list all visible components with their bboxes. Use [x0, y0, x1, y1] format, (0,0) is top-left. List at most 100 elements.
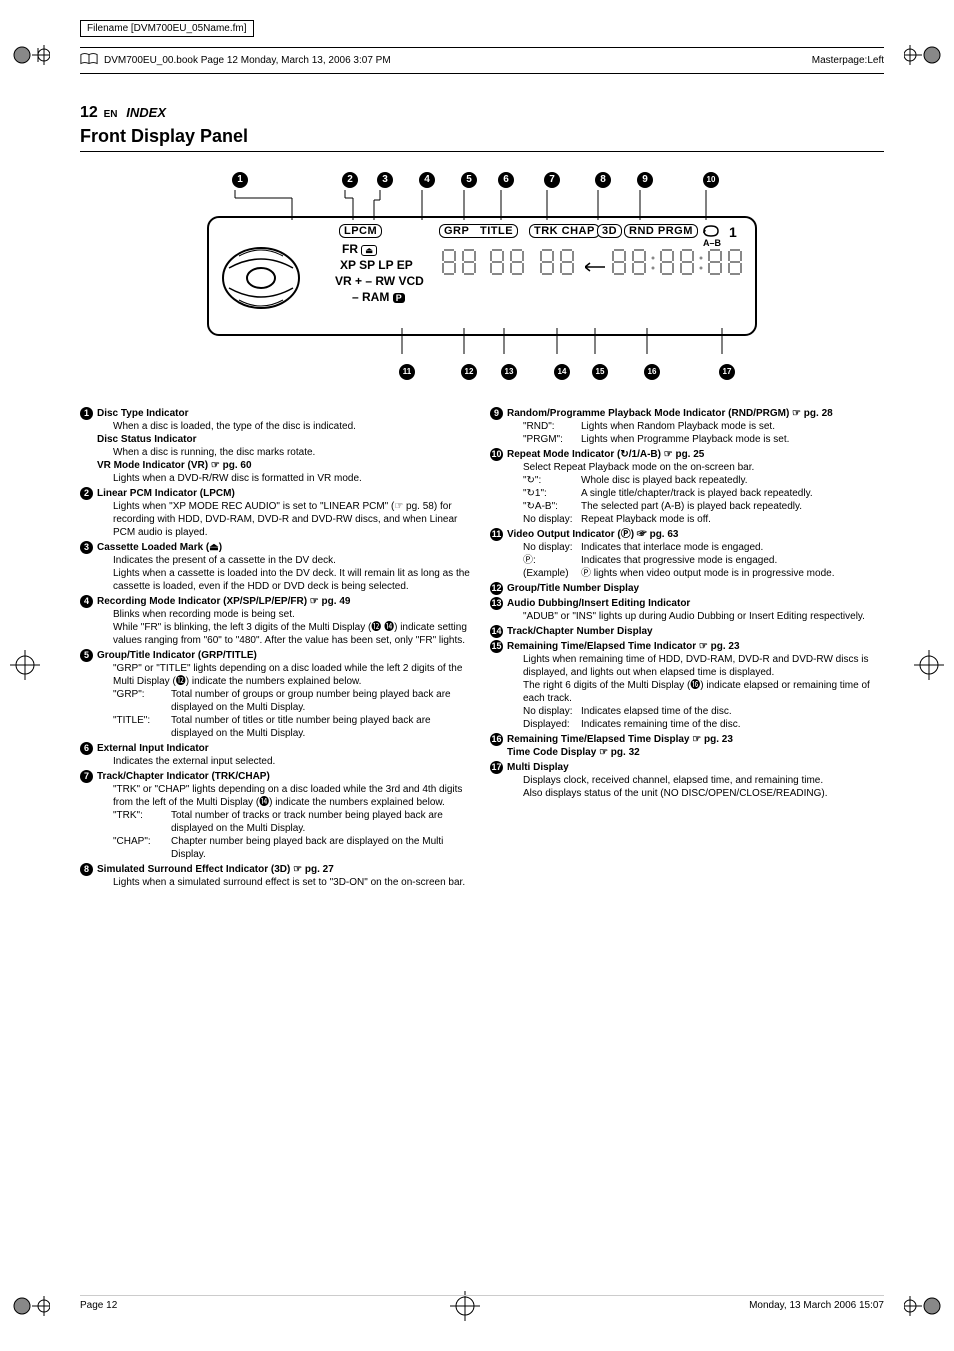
item-title: Group/Title Number Display	[507, 582, 884, 595]
indicator-item: 5Group/Title Indicator (GRP/TITLE)"GRP" …	[80, 649, 474, 740]
trk-chap-indicator: TRK CHAP	[529, 224, 600, 238]
item-title: Recording Mode Indicator (XP/SP/LP/EP/FR…	[97, 595, 474, 608]
item-body-text: When a disc is running, the disc marks r…	[97, 446, 474, 459]
item-title: Track/Chapter Number Display	[507, 625, 884, 638]
item-number-icon: 5	[80, 649, 93, 662]
item-sub-row: "PRGM":Lights when Programme Playback mo…	[507, 433, 884, 446]
loop-icon	[701, 224, 721, 238]
callout-10: 10	[703, 172, 719, 188]
item-title: Disc Type Indicator	[97, 407, 474, 420]
item-title: Random/Programme Playback Mode Indicator…	[507, 407, 884, 420]
left-column: 1 Disc Type IndicatorWhen a disc is loade…	[80, 407, 474, 891]
page: Filename [DVM700EU_05Name.fm] DVM700EU_0…	[0, 0, 954, 1351]
item-body-text: Indicates the present of a cassette in t…	[97, 554, 474, 567]
remain-arrow-icon	[585, 262, 607, 272]
item-number-icon: 14	[490, 625, 503, 638]
item-sub-row: "↻A-B":The selected part (A-B) is played…	[507, 500, 884, 513]
item-title: Cassette Loaded Mark (⏏)	[97, 541, 474, 554]
rnd-prgm-indicator: RND PRGM	[624, 224, 698, 238]
multi-display-2	[489, 248, 525, 276]
item-title: Video Output Indicator (Ⓟ) ☞ pg. 63	[507, 528, 884, 541]
fr-indicator: FR ⏏	[342, 242, 377, 256]
description-columns: 1 Disc Type IndicatorWhen a disc is loade…	[80, 407, 884, 891]
item-body-text: Lights when "XP MODE REC AUDIO" is set t…	[97, 500, 474, 539]
callout-12: 12	[461, 364, 477, 380]
item-body-text: Lights when a simulated surround effect …	[97, 876, 474, 889]
callout-14: 14	[554, 364, 570, 380]
item-body-text: Blinks when recording mode is being set.	[97, 608, 474, 621]
multi-display-4	[611, 248, 743, 279]
rec-mode-indicator: XP SP LP EP	[340, 258, 413, 272]
indicator-item: 8Simulated Surround Effect Indicator (3D…	[80, 863, 474, 889]
item-body-text: Indicates the external input selected.	[97, 755, 474, 768]
indicator-item: 3Cassette Loaded Mark (⏏)Indicates the p…	[80, 541, 474, 593]
page-heading: 12 EN INDEX	[80, 104, 884, 122]
item-sub-row: Ⓟ:Indicates that progressive mode is eng…	[507, 554, 884, 567]
item-title: Simulated Surround Effect Indicator (3D)…	[97, 863, 474, 876]
item-sub-row: No display:Indicates that interlace mode…	[507, 541, 884, 554]
item-sub-row: "↻1":A single title/chapter/track is pla…	[507, 487, 884, 500]
indicator-item: 6External Input IndicatorIndicates the e…	[80, 742, 474, 768]
item-number-icon: 2	[80, 487, 93, 500]
item-body-text: Lights when a cassette is loaded into th…	[97, 567, 474, 593]
vr-indicator: VR + – RW VCD	[335, 274, 424, 288]
item-title: Track/Chapter Indicator (TRK/CHAP)	[97, 770, 474, 783]
indicator-item: 9 Random/Programme Playback Mode Indicato…	[490, 407, 884, 446]
item-number-icon: 6	[80, 742, 93, 755]
filename-box: Filename [DVM700EU_05Name.fm]	[80, 20, 254, 37]
callout-3: 3	[377, 172, 393, 188]
callout-1: 1	[232, 172, 248, 188]
item-title: Remaining Time/Elapsed Time Indicator ☞ …	[507, 640, 884, 653]
callout-16: 16	[644, 364, 660, 380]
grp-title-indicator: GRP TITLE	[439, 224, 518, 238]
item-sub-row: (Example)Ⓟ lights when video output mode…	[507, 567, 884, 580]
item-sub-row: "GRP":Total number of groups or group nu…	[97, 688, 474, 714]
callout-6: 6	[498, 172, 514, 188]
indicator-item: 12 Group/Title Number Display	[490, 582, 884, 595]
callout-7: 7	[544, 172, 560, 188]
indicator-item: 4Recording Mode Indicator (XP/SP/LP/EP/F…	[80, 595, 474, 647]
item-title: Linear PCM Indicator (LPCM)	[97, 487, 474, 500]
item-number-icon: 7	[80, 770, 93, 783]
indicator-item: 11Video Output Indicator (Ⓟ) ☞ pg. 63No …	[490, 528, 884, 580]
item-body-text: The right 6 digits of the Multi Display …	[507, 679, 884, 705]
item-body-text: When a disc is loaded, the type of the d…	[97, 420, 474, 433]
callout-15: 15	[592, 364, 608, 380]
item-body-text: Lights when remaining time of HDD, DVD-R…	[507, 653, 884, 679]
ram-indicator: – RAM P	[352, 290, 405, 304]
right-column: 9 Random/Programme Playback Mode Indicato…	[490, 407, 884, 891]
indicator-item: 13Audio Dubbing/Insert Editing Indicator…	[490, 597, 884, 623]
item-body-text: While "FR" is blinking, the left 3 digit…	[97, 621, 474, 647]
indicator-item: 16Remaining Time/Elapsed Time Display ☞ …	[490, 733, 884, 759]
callout-5: 5	[461, 172, 477, 188]
item-body-text: Select Repeat Playback mode on the on-sc…	[507, 461, 884, 474]
item-body-text: Lights when a DVD-R/RW disc is formatted…	[97, 472, 474, 485]
item-number-icon: 12	[490, 582, 503, 595]
item-number-icon: 9	[490, 407, 503, 420]
item-number-icon: 17	[490, 761, 503, 774]
item-sub-row: "RND":Lights when Random Playback mode i…	[507, 420, 884, 433]
callout-8: 8	[595, 172, 611, 188]
crop-mark-icon	[904, 1291, 944, 1321]
item-extra-title: Time Code Display ☞ pg. 32	[507, 746, 884, 759]
display-panel-diagram: 12345678910	[80, 172, 884, 387]
indicator-item: 17Multi DisplayDisplays clock, received …	[490, 761, 884, 800]
item-number-icon: 1	[80, 407, 93, 420]
callout-11: 11	[399, 364, 415, 380]
lpcm-indicator: LPCM	[339, 224, 382, 238]
callout-4: 4	[419, 172, 435, 188]
crop-mark-icon	[904, 40, 944, 70]
item-sub-row: No display:Repeat Playback mode is off.	[507, 513, 884, 526]
index-label: INDEX	[126, 105, 166, 120]
section-title: Front Display Panel	[80, 126, 884, 152]
item-number-icon: 10	[490, 448, 503, 461]
ab-indicator: A–B	[703, 238, 721, 248]
multi-display-1	[441, 248, 477, 276]
callout-17: 17	[719, 364, 735, 380]
item-sub-row: "TRK":Total number of tracks or track nu…	[97, 809, 474, 835]
item-sub-row: Displayed:Indicates remaining time of th…	[507, 718, 884, 731]
book-info: DVM700EU_00.book Page 12 Monday, March 1…	[104, 55, 391, 66]
page-number: 12	[80, 104, 98, 121]
item-sub-row: "TITLE":Total number of titles or title …	[97, 714, 474, 740]
item-title: Group/Title Indicator (GRP/TITLE)	[97, 649, 474, 662]
